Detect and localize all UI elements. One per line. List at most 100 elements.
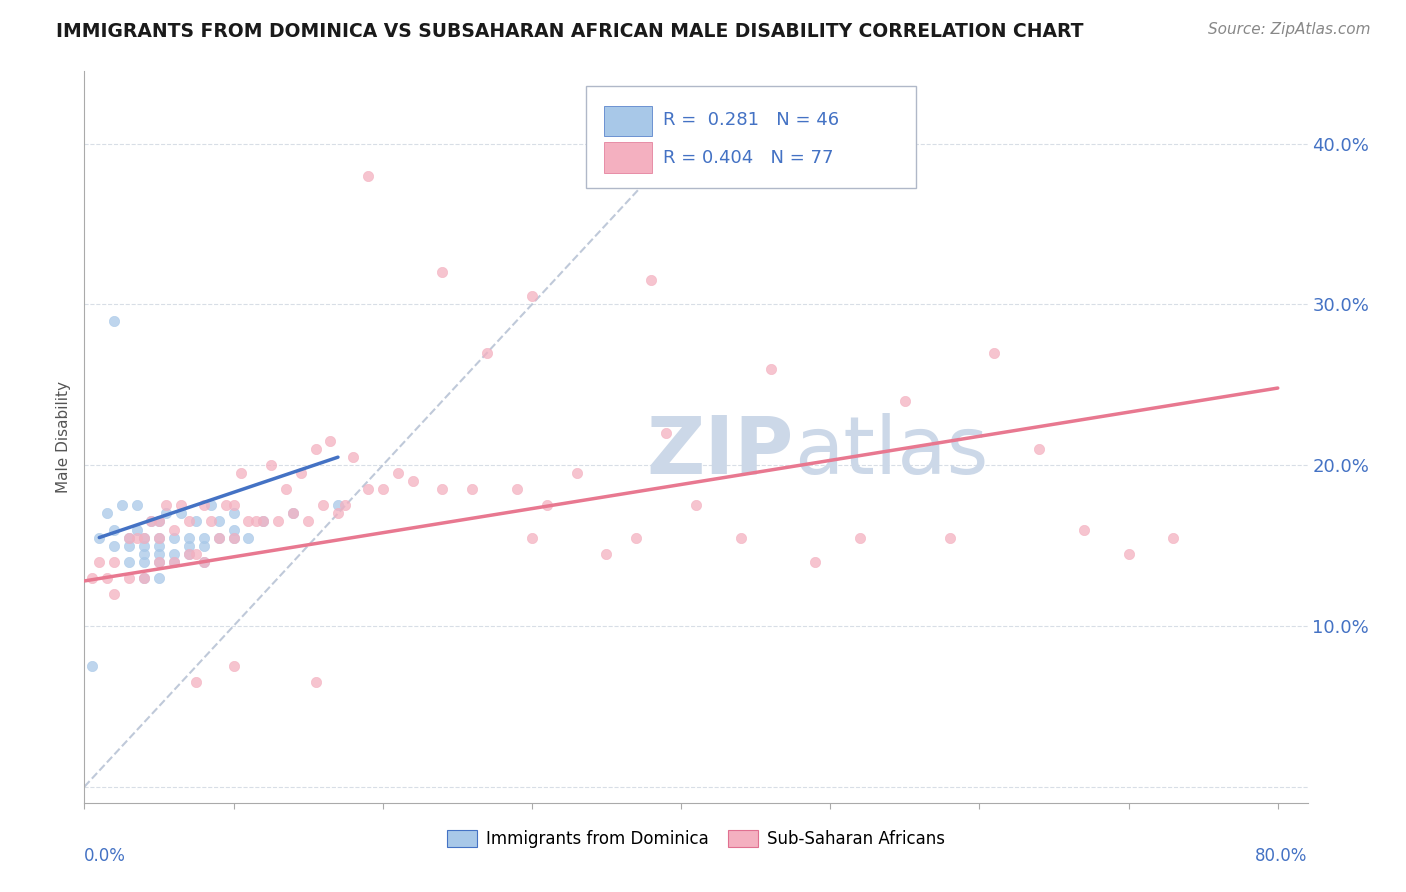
Point bbox=[1073, 523, 1095, 537]
Text: R = 0.404   N = 77: R = 0.404 N = 77 bbox=[664, 149, 834, 167]
Point bbox=[89, 555, 111, 569]
Point bbox=[132, 571, 155, 585]
Point bbox=[222, 499, 245, 513]
Point bbox=[849, 531, 872, 545]
Point bbox=[80, 571, 103, 585]
Point bbox=[148, 547, 170, 561]
Point bbox=[371, 483, 394, 497]
Point bbox=[312, 499, 335, 513]
Point bbox=[297, 515, 319, 529]
Point bbox=[222, 523, 245, 537]
Point bbox=[759, 361, 782, 376]
Point bbox=[245, 515, 267, 529]
Point bbox=[155, 499, 177, 513]
Point bbox=[118, 539, 141, 553]
Point bbox=[170, 499, 193, 513]
Point bbox=[252, 515, 274, 529]
Point bbox=[96, 571, 118, 585]
Point bbox=[132, 539, 155, 553]
Point bbox=[326, 507, 349, 521]
Point bbox=[238, 531, 260, 545]
Point bbox=[222, 659, 245, 673]
Point bbox=[193, 499, 215, 513]
Point bbox=[200, 515, 222, 529]
Point bbox=[125, 531, 148, 545]
Point bbox=[432, 483, 454, 497]
Point bbox=[148, 515, 170, 529]
Point bbox=[163, 547, 186, 561]
Point bbox=[132, 571, 155, 585]
Point bbox=[401, 475, 423, 489]
Point bbox=[238, 515, 260, 529]
Point bbox=[118, 555, 141, 569]
Point bbox=[186, 515, 208, 529]
Point bbox=[177, 539, 200, 553]
Point bbox=[520, 531, 543, 545]
Point bbox=[983, 345, 1005, 359]
Point bbox=[148, 539, 170, 553]
Text: ZIP: ZIP bbox=[647, 413, 794, 491]
Point bbox=[387, 467, 409, 481]
Point bbox=[319, 434, 342, 449]
Point bbox=[283, 507, 305, 521]
Point bbox=[193, 539, 215, 553]
Point bbox=[1028, 442, 1050, 457]
Point bbox=[207, 531, 229, 545]
Text: 80.0%: 80.0% bbox=[1256, 847, 1308, 864]
Point bbox=[475, 345, 498, 359]
Point bbox=[1118, 547, 1140, 561]
Point bbox=[103, 523, 125, 537]
Point bbox=[118, 531, 141, 545]
Point bbox=[461, 483, 484, 497]
Point bbox=[222, 531, 245, 545]
Point bbox=[148, 515, 170, 529]
Point bbox=[125, 499, 148, 513]
Point bbox=[148, 531, 170, 545]
Point bbox=[595, 547, 617, 561]
Point bbox=[290, 467, 312, 481]
Point bbox=[655, 425, 678, 440]
Point bbox=[186, 675, 208, 690]
Point bbox=[357, 169, 380, 183]
Point bbox=[283, 507, 305, 521]
Point bbox=[132, 547, 155, 561]
Point bbox=[432, 265, 454, 279]
FancyBboxPatch shape bbox=[605, 106, 652, 136]
Legend: Immigrants from Dominica, Sub-Saharan Africans: Immigrants from Dominica, Sub-Saharan Af… bbox=[439, 822, 953, 856]
Point bbox=[685, 499, 707, 513]
Point bbox=[536, 499, 558, 513]
Point bbox=[103, 313, 125, 327]
Point bbox=[304, 442, 326, 457]
Y-axis label: Male Disability: Male Disability bbox=[56, 381, 72, 493]
Point bbox=[89, 531, 111, 545]
Text: atlas: atlas bbox=[794, 413, 988, 491]
Point bbox=[326, 499, 349, 513]
Point bbox=[132, 555, 155, 569]
Point bbox=[193, 555, 215, 569]
Point bbox=[177, 547, 200, 561]
Point bbox=[163, 555, 186, 569]
Point bbox=[193, 555, 215, 569]
Point bbox=[804, 555, 827, 569]
Point bbox=[132, 531, 155, 545]
Point bbox=[193, 531, 215, 545]
Point bbox=[96, 507, 118, 521]
Point bbox=[103, 539, 125, 553]
Point bbox=[186, 547, 208, 561]
Point bbox=[141, 515, 163, 529]
Point bbox=[177, 515, 200, 529]
Point bbox=[163, 531, 186, 545]
Point bbox=[267, 515, 290, 529]
Point bbox=[1163, 531, 1185, 545]
Point bbox=[215, 499, 238, 513]
Point bbox=[125, 523, 148, 537]
Point bbox=[163, 555, 186, 569]
Text: Source: ZipAtlas.com: Source: ZipAtlas.com bbox=[1208, 22, 1371, 37]
Point bbox=[103, 555, 125, 569]
Point bbox=[207, 531, 229, 545]
Point bbox=[200, 499, 222, 513]
FancyBboxPatch shape bbox=[605, 143, 652, 173]
Point bbox=[170, 507, 193, 521]
Point bbox=[222, 507, 245, 521]
Point bbox=[640, 273, 662, 287]
